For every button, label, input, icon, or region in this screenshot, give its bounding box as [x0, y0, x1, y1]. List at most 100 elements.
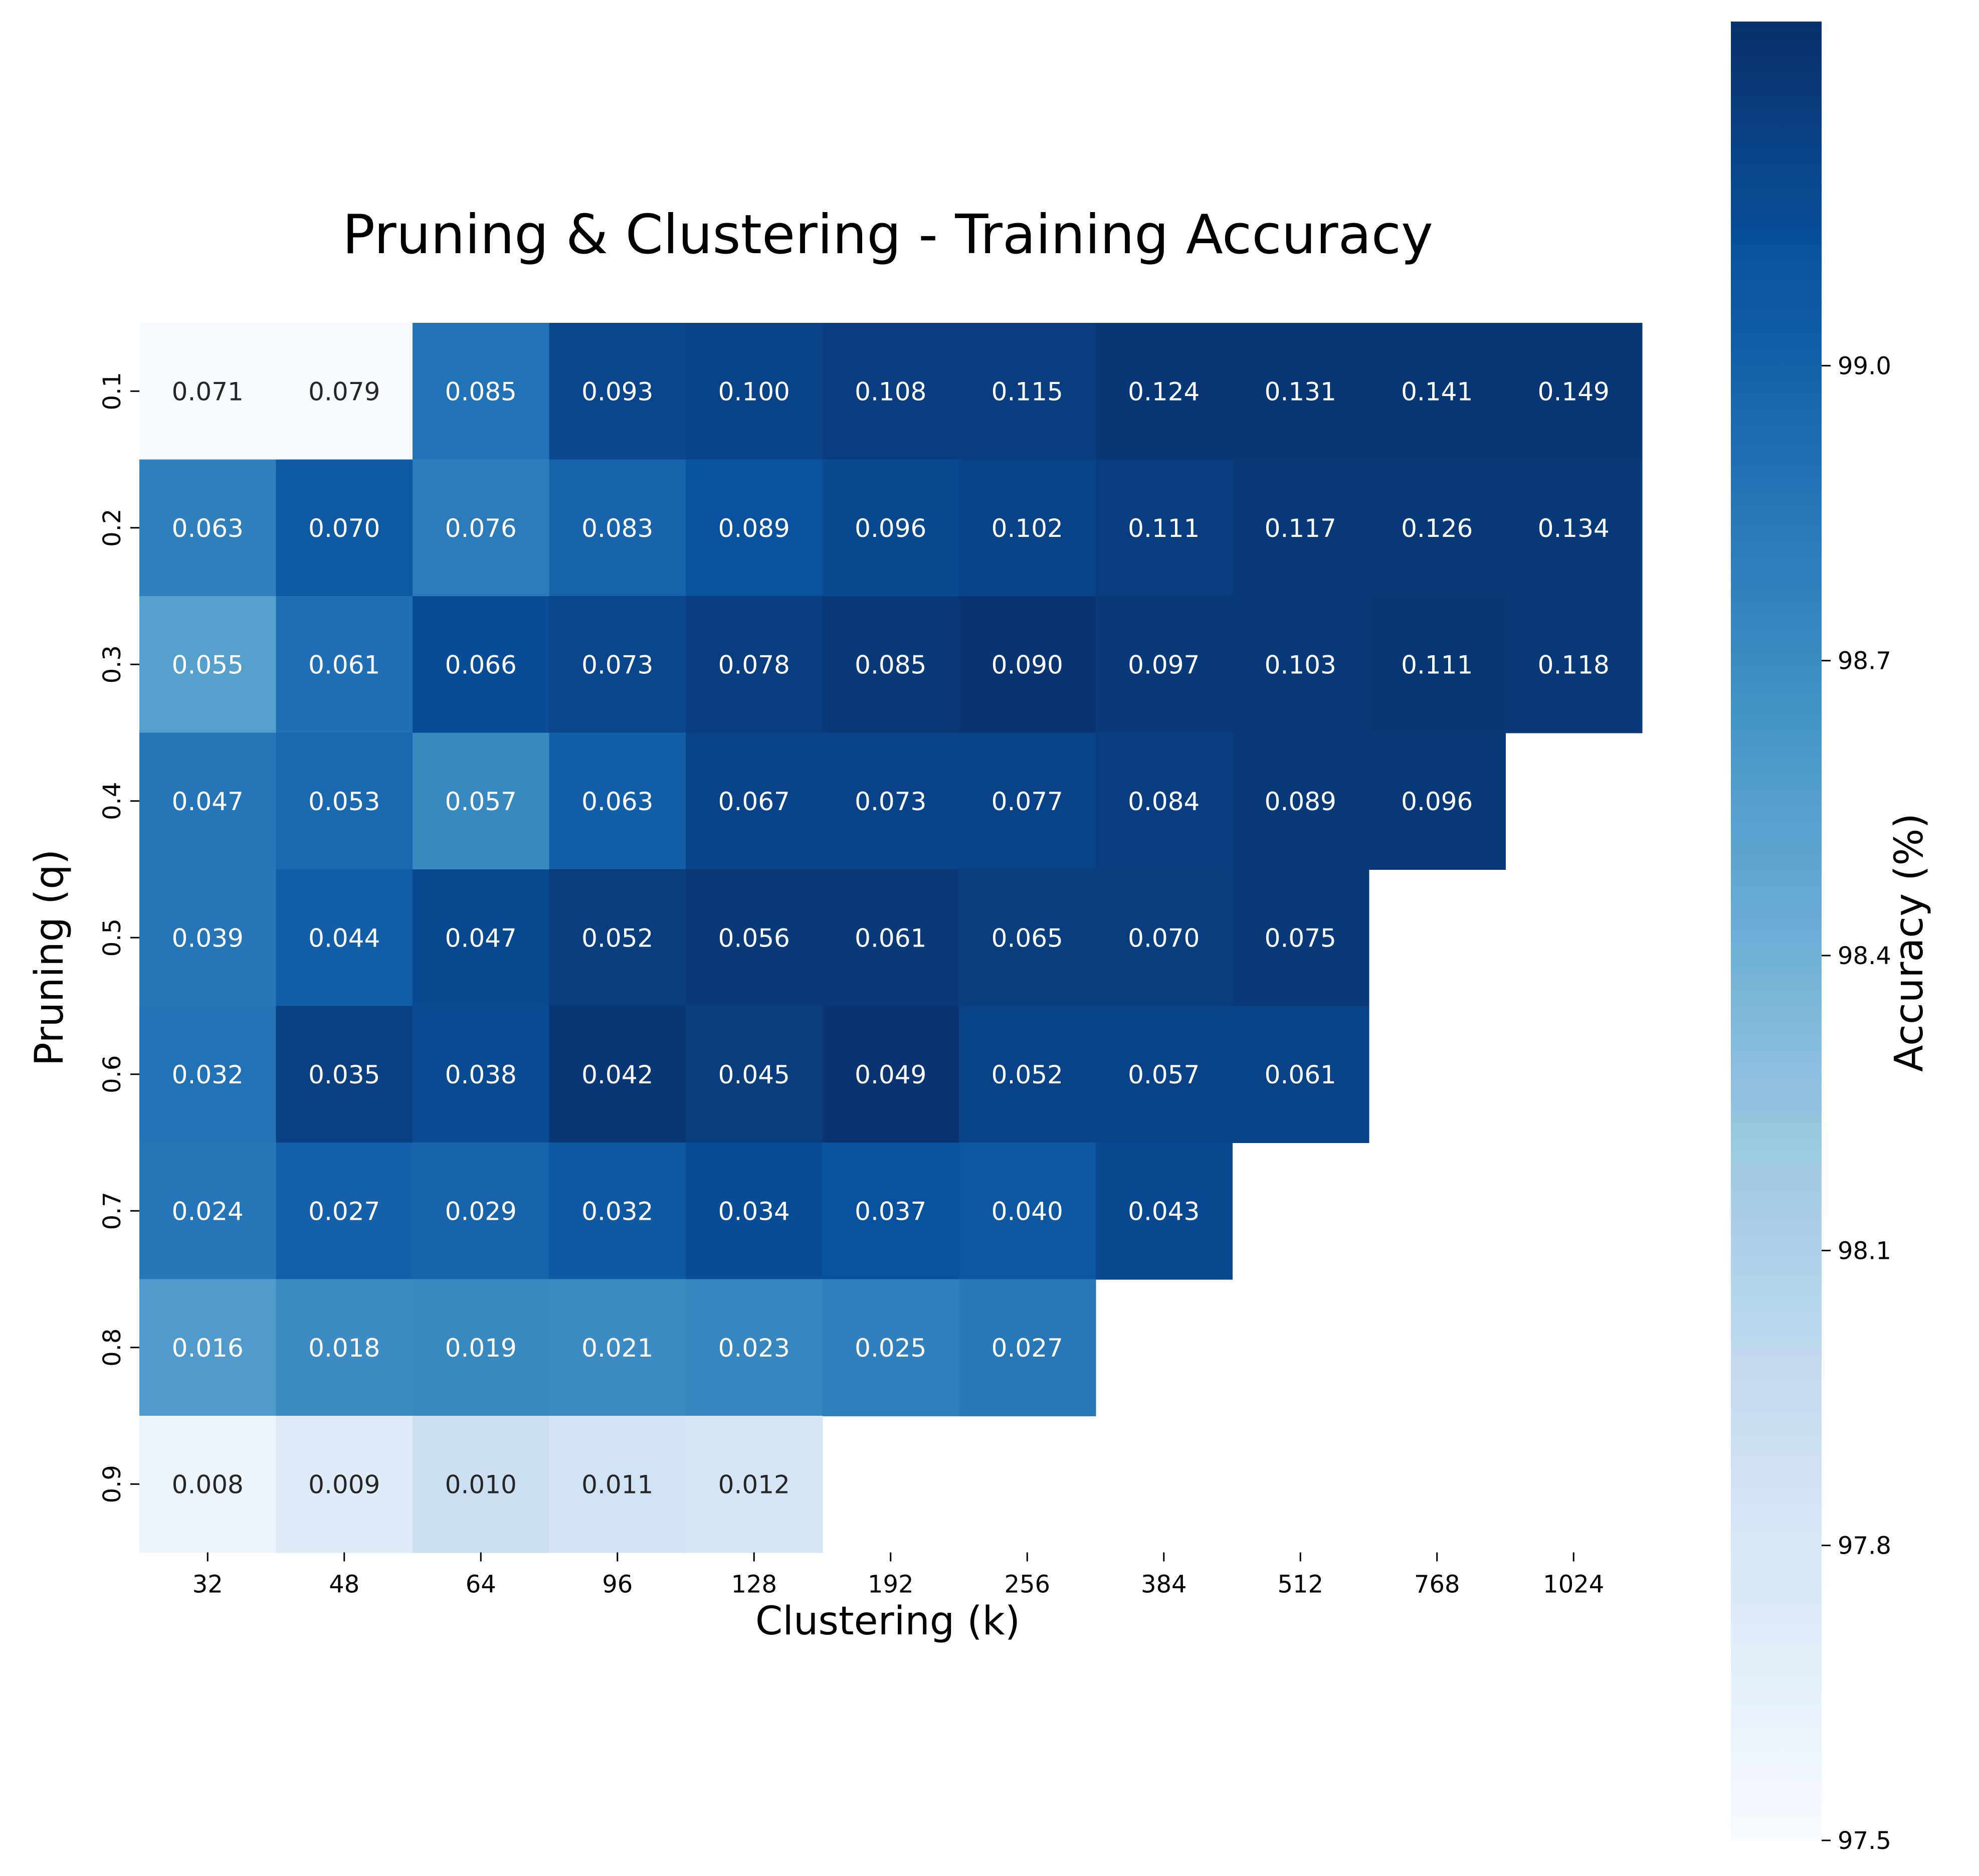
heatmap-cell — [686, 1279, 823, 1416]
x-tick-label: 512 — [1277, 1571, 1323, 1599]
cell-annotation: 0.115 — [992, 377, 1063, 406]
heatmap-cell — [822, 732, 959, 870]
x-tick-label: 768 — [1414, 1571, 1460, 1599]
heatmap-cell — [1368, 323, 1506, 460]
heatmap-cell — [1095, 732, 1233, 870]
cell-annotation: 0.053 — [308, 787, 380, 816]
heatmap-cell — [1368, 459, 1506, 597]
heatmap-cell — [1095, 323, 1233, 460]
cell-annotation: 0.149 — [1538, 377, 1610, 406]
cell-annotation: 0.039 — [172, 923, 244, 953]
heatmap-cell — [822, 1143, 959, 1280]
cell-annotation: 0.079 — [308, 377, 380, 406]
cell-annotation: 0.019 — [445, 1334, 517, 1363]
y-axis-ticks: 0.1 0.2 0.3 0.4 0.5 0.6 0.7 0.8 0.9 — [98, 372, 139, 1503]
cell-annotation: 0.065 — [992, 923, 1063, 953]
heatmap-cell — [276, 323, 413, 460]
heatmap-cell — [1095, 596, 1233, 733]
heatmap-cell — [276, 1279, 413, 1416]
cell-annotation: 0.111 — [1401, 650, 1473, 679]
y-tick-label: 0.7 — [98, 1192, 126, 1230]
heatmap-cell — [959, 1006, 1096, 1143]
y-tick-label: 0.4 — [98, 782, 126, 820]
y-tick-label: 0.8 — [98, 1329, 126, 1367]
cell-annotation: 0.025 — [855, 1334, 926, 1363]
cell-annotation: 0.085 — [855, 650, 926, 679]
x-tick-label: 1024 — [1543, 1571, 1604, 1599]
heatmap-cell — [549, 869, 686, 1007]
cell-annotation: 0.049 — [855, 1060, 926, 1089]
cell-annotation: 0.070 — [1128, 923, 1200, 953]
cell-annotation: 0.111 — [1128, 514, 1200, 543]
cell-annotation: 0.034 — [718, 1197, 790, 1226]
cell-annotation: 0.063 — [172, 514, 244, 543]
cell-annotation: 0.052 — [581, 923, 653, 953]
heatmap-cell — [139, 323, 277, 460]
cell-annotation: 0.047 — [445, 923, 517, 953]
heatmap-cell — [822, 459, 959, 597]
cell-annotation: 0.073 — [855, 787, 926, 816]
heatmap-cell — [822, 869, 959, 1007]
y-tick-label: 0.1 — [98, 372, 126, 410]
x-tick-label: 32 — [192, 1571, 223, 1599]
cell-annotation: 0.070 — [308, 514, 380, 543]
cell-annotation: 0.009 — [308, 1470, 380, 1499]
y-tick-label: 0.2 — [98, 509, 126, 547]
cell-annotation: 0.008 — [172, 1470, 244, 1499]
colorbar-tick-label: 99.0 — [1838, 352, 1891, 380]
cell-annotation: 0.117 — [1265, 514, 1336, 543]
cell-annotation: 0.089 — [718, 514, 790, 543]
cell-annotation: 0.124 — [1128, 377, 1200, 406]
heatmap-cell — [549, 459, 686, 597]
cell-annotation: 0.018 — [308, 1334, 380, 1363]
heatmap-cell — [549, 1279, 686, 1416]
heatmap-cell — [1232, 459, 1369, 597]
heatmap-cell — [413, 596, 550, 733]
cell-annotation: 0.067 — [718, 787, 790, 816]
heatmap-cell — [549, 596, 686, 733]
heatmap-cell — [549, 323, 686, 460]
cell-annotation: 0.052 — [992, 1060, 1063, 1089]
heatmap-cell — [686, 1416, 823, 1553]
heatmap-cell — [1232, 596, 1369, 733]
cell-annotation: 0.010 — [445, 1470, 517, 1499]
cell-annotation: 0.108 — [855, 377, 926, 406]
chart-title: Pruning & Clustering - Training Accuracy — [342, 204, 1433, 266]
cell-annotation: 0.076 — [445, 514, 517, 543]
colorbar-label: Accuracy (%) — [1887, 813, 1932, 1072]
y-tick-label: 0.9 — [98, 1465, 126, 1503]
heatmap-cell — [959, 732, 1096, 870]
heatmap-cell — [1095, 1006, 1233, 1143]
colorbar-tick-label: 97.5 — [1838, 1827, 1891, 1855]
cell-annotation: 0.126 — [1401, 514, 1473, 543]
x-tick-label: 64 — [466, 1571, 496, 1599]
cell-annotation: 0.061 — [308, 650, 380, 679]
heatmap-cell — [1232, 732, 1369, 870]
heatmap-cell — [413, 1279, 550, 1416]
cell-annotation: 0.044 — [308, 923, 380, 953]
cell-annotation: 0.100 — [718, 377, 790, 406]
heatmap-cell — [139, 1006, 277, 1143]
cell-annotation: 0.077 — [992, 787, 1063, 816]
colorbar — [1731, 22, 1822, 1840]
cell-annotation: 0.024 — [172, 1197, 244, 1226]
cell-annotation: 0.083 — [581, 514, 653, 543]
cell-annotation: 0.045 — [718, 1060, 790, 1089]
heatmap-cell — [276, 1143, 413, 1280]
colorbar-tick-label: 98.7 — [1838, 647, 1891, 675]
heatmap-cell — [413, 459, 550, 597]
heatmap-cell — [1505, 596, 1643, 733]
heatmap-cell — [276, 1006, 413, 1143]
cell-annotation: 0.078 — [718, 650, 790, 679]
x-axis-label: Clustering (k) — [755, 1599, 1020, 1644]
cell-annotation: 0.063 — [581, 787, 653, 816]
cell-annotation: 0.061 — [855, 923, 926, 953]
cell-annotation: 0.040 — [992, 1197, 1063, 1226]
cell-annotation: 0.021 — [581, 1334, 653, 1363]
cell-annotation: 0.090 — [992, 650, 1063, 679]
heatmap-cell — [686, 459, 823, 597]
heatmap-cell — [549, 1143, 686, 1280]
cell-annotation: 0.141 — [1401, 377, 1473, 406]
colorbar-ticks: 97.5 97.8 98.1 98.4 98.7 99.0 — [1822, 352, 1891, 1855]
